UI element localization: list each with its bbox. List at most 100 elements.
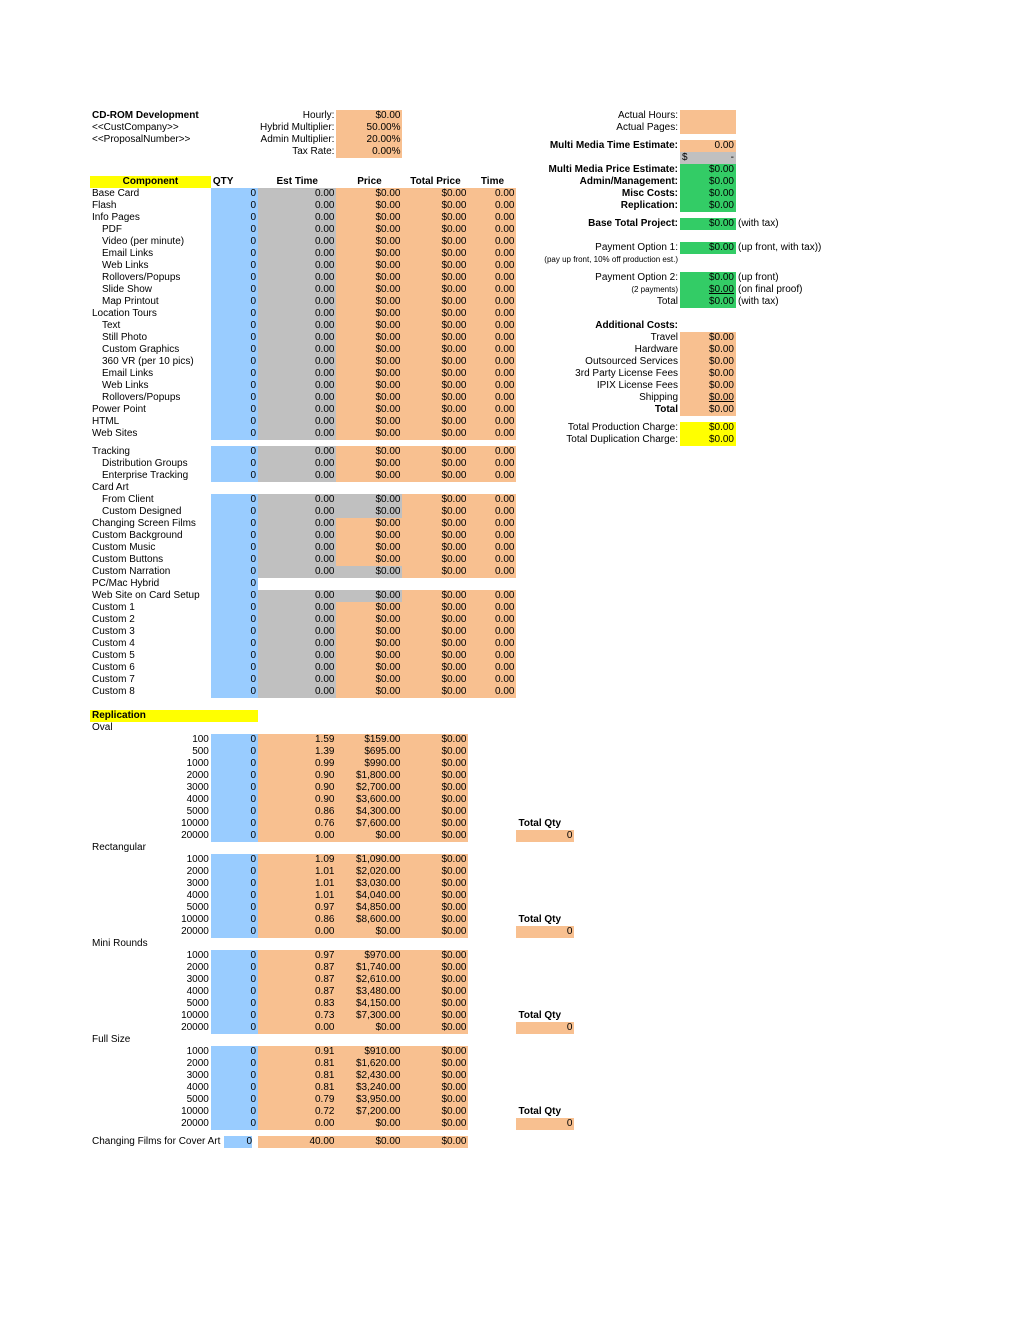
qty-cell[interactable]: 0 <box>211 602 258 614</box>
qty-cell[interactable]: 0 <box>211 590 258 602</box>
add-cost-value[interactable]: $0.00 <box>680 356 736 368</box>
qty-cell[interactable]: 0 <box>211 284 258 296</box>
qty-cell[interactable]: 0 <box>211 248 258 260</box>
qty-cell[interactable]: 0 <box>211 332 258 344</box>
qty-cell[interactable]: 0 <box>211 296 258 308</box>
qty-cell[interactable]: 0 <box>211 818 258 830</box>
price-cell: $0.00 <box>336 1118 402 1130</box>
add-cost-value[interactable]: $0.00 <box>680 368 736 380</box>
qty-cell[interactable]: 0 <box>211 272 258 284</box>
qty-cell[interactable]: 0 <box>211 356 258 368</box>
qty-cell[interactable]: 0 <box>211 962 258 974</box>
qty-cell[interactable]: 0 <box>211 614 258 626</box>
qty-cell[interactable]: 0 <box>211 188 258 200</box>
replication-row: 200000.87$1,740.00$0.00 <box>90 962 604 974</box>
hourly-value[interactable]: $0.00 <box>336 110 402 122</box>
tot-v: $0.00 <box>680 296 736 308</box>
qty-cell[interactable]: 0 <box>211 650 258 662</box>
qty-cell[interactable]: 0 <box>211 458 258 470</box>
qty-cell[interactable]: 0 <box>211 260 258 272</box>
total-cell: $0.00 <box>402 542 468 554</box>
qty-cell[interactable]: 0 <box>211 1022 258 1034</box>
qty-cell[interactable]: 0 <box>211 926 258 938</box>
qty-cell[interactable]: 0 <box>211 506 258 518</box>
add-cost-value[interactable]: $0.00 <box>680 332 736 344</box>
qty-cell[interactable]: 0 <box>211 1082 258 1094</box>
qty-cell[interactable]: 0 <box>211 542 258 554</box>
qty-cell[interactable]: 0 <box>211 1010 258 1022</box>
total-cell: $0.00 <box>402 614 468 626</box>
qty-cell[interactable]: 0 <box>211 638 258 650</box>
admin-value[interactable]: 20.00% <box>336 134 402 146</box>
qty-cell[interactable]: 0 <box>211 446 258 458</box>
qty-cell[interactable]: 0 <box>211 746 258 758</box>
price-cell: $0.00 <box>336 416 402 428</box>
qty-cell[interactable]: 0 <box>211 830 258 842</box>
qty-cell[interactable]: 0 <box>211 380 258 392</box>
qty-cell[interactable]: 0 <box>211 530 258 542</box>
qty-cell[interactable]: 0 <box>211 974 258 986</box>
qty-cell[interactable]: 0 <box>211 212 258 224</box>
qty-cell[interactable]: 0 <box>211 1046 258 1058</box>
add-cost-value[interactable]: $0.00 <box>680 380 736 392</box>
qty-cell[interactable]: 0 <box>211 308 258 320</box>
qty-cell[interactable]: 0 <box>211 986 258 998</box>
time-cell: 0.00 <box>468 530 516 542</box>
qty-cell[interactable]: 0 <box>211 392 258 404</box>
qty-cell[interactable]: 0 <box>211 1106 258 1118</box>
qty-cell[interactable]: 0 <box>211 470 258 482</box>
qty-cell[interactable]: 0 <box>211 1058 258 1070</box>
qty-cell[interactable]: 0 <box>211 404 258 416</box>
qty-cell[interactable]: 0 <box>211 686 258 698</box>
qty-cell[interactable]: 0 <box>211 854 258 866</box>
qty-cell[interactable]: 0 <box>211 368 258 380</box>
qty-cell[interactable]: 0 <box>211 806 258 818</box>
est-cell: 0.00 <box>258 590 336 602</box>
actual-hours-v[interactable] <box>680 110 736 122</box>
films-qty[interactable]: 0 <box>224 1136 252 1148</box>
replication-heading-row: Replication <box>90 710 604 722</box>
qty-cell[interactable]: 0 <box>211 1070 258 1082</box>
price-cell: $0.00 <box>336 308 402 320</box>
qty-cell[interactable]: 0 <box>211 758 258 770</box>
qty-cell[interactable]: 0 <box>211 734 258 746</box>
add-cost-value[interactable]: $0.00 <box>680 344 736 356</box>
films-est[interactable]: 40.00 <box>258 1136 336 1148</box>
qty-cell[interactable]: 0 <box>211 494 258 506</box>
qty-cell[interactable]: 0 <box>211 902 258 914</box>
qty-cell[interactable]: 0 <box>211 674 258 686</box>
actual-pages-v[interactable] <box>680 122 736 134</box>
qty-cell[interactable]: 0 <box>211 566 258 578</box>
total-cell: $0.00 <box>402 248 468 260</box>
qty-cell[interactable]: 0 <box>211 200 258 212</box>
qty-cell[interactable]: 0 <box>211 236 258 248</box>
time-cell: 0.00 <box>468 662 516 674</box>
total-cell: $0.00 <box>402 566 468 578</box>
qty-cell[interactable]: 0 <box>211 998 258 1010</box>
qty-cell[interactable]: 0 <box>211 866 258 878</box>
qty-cell[interactable]: 0 <box>211 950 258 962</box>
hybrid-value[interactable]: 50.00% <box>336 122 402 134</box>
qty-cell[interactable]: 0 <box>211 794 258 806</box>
qty-cell[interactable]: 0 <box>211 320 258 332</box>
qty-cell[interactable]: 0 <box>211 770 258 782</box>
qty-cell[interactable]: 0 <box>211 1118 258 1130</box>
qty-cell[interactable]: 0 <box>211 518 258 530</box>
price-cell: $0.00 <box>336 590 402 602</box>
tax-value[interactable]: 0.00% <box>336 146 402 158</box>
qty-cell[interactable]: 0 <box>211 662 258 674</box>
qty-cell[interactable]: 0 <box>211 344 258 356</box>
qty-cell[interactable]: 0 <box>211 578 258 590</box>
component-row: Custom 500.00$0.00$0.000.00 <box>90 650 604 662</box>
qty-cell[interactable]: 0 <box>211 428 258 440</box>
qty-cell[interactable]: 0 <box>211 914 258 926</box>
qty-cell[interactable]: 0 <box>211 1094 258 1106</box>
qty-cell[interactable]: 0 <box>211 224 258 236</box>
qty-cell[interactable]: 0 <box>211 782 258 794</box>
qty-cell[interactable]: 0 <box>211 878 258 890</box>
qty-cell[interactable]: 0 <box>211 626 258 638</box>
qty-cell[interactable]: 0 <box>211 890 258 902</box>
qty-cell[interactable]: 0 <box>211 416 258 428</box>
qty-cell[interactable]: 0 <box>211 554 258 566</box>
add-cost-value[interactable]: $0.00 <box>680 392 736 404</box>
